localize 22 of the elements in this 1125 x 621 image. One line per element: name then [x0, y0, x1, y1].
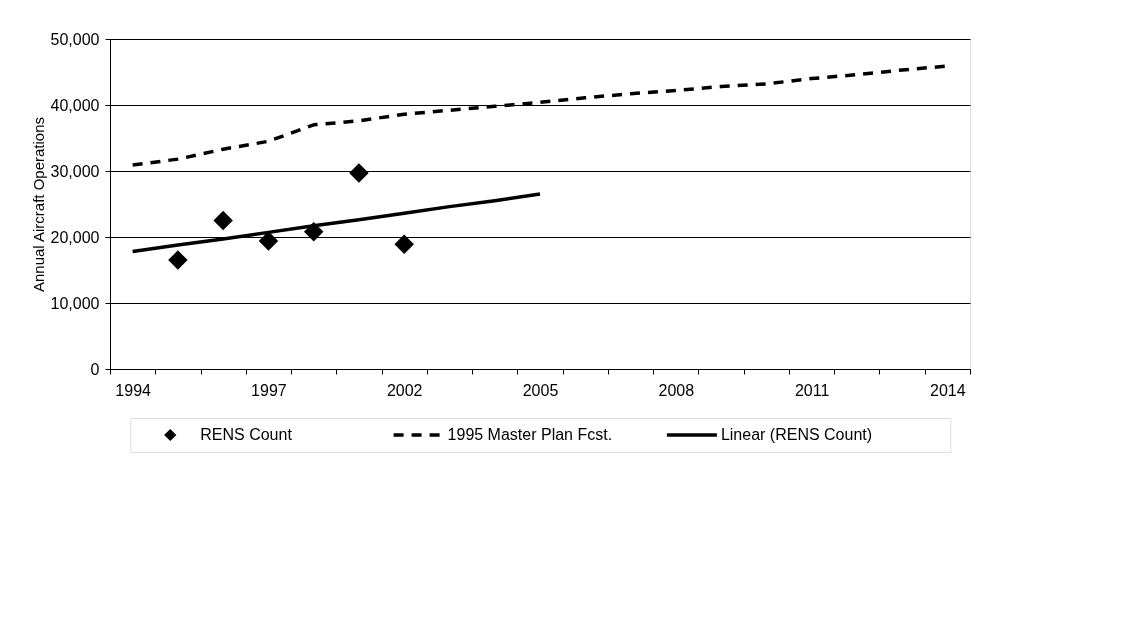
x-tick-label: 2008: [658, 381, 695, 399]
x-tick-label: 2014: [930, 381, 966, 399]
point: [258, 231, 279, 251]
legend-label: RENS Count: [200, 426, 293, 443]
y-tick-label: 30,000: [50, 162, 100, 180]
point: [213, 210, 233, 231]
y-tick-label: 40,000: [50, 96, 100, 114]
y-tick-label: 10,000: [50, 294, 100, 312]
legend-label: Linear (RENS Count): [720, 426, 873, 443]
x-tick-label: 1994: [115, 381, 152, 399]
point: [394, 234, 414, 255]
point: [349, 163, 369, 183]
y-tick-label: 50,000: [50, 30, 100, 48]
x-tick-label: 2005: [522, 381, 559, 399]
x-tick-label: 2011: [794, 381, 830, 399]
legend-label: 1995 Master Plan Fcst.: [447, 426, 613, 443]
point: [168, 250, 188, 270]
y-axis-title: Annual Aircraft Operations: [29, 116, 47, 293]
y-tick-label: 20,000: [50, 228, 100, 246]
x-tick-label: 1997: [251, 381, 287, 399]
y-tick-label: 0: [90, 360, 100, 378]
x-tick-label: 2002: [386, 381, 423, 399]
